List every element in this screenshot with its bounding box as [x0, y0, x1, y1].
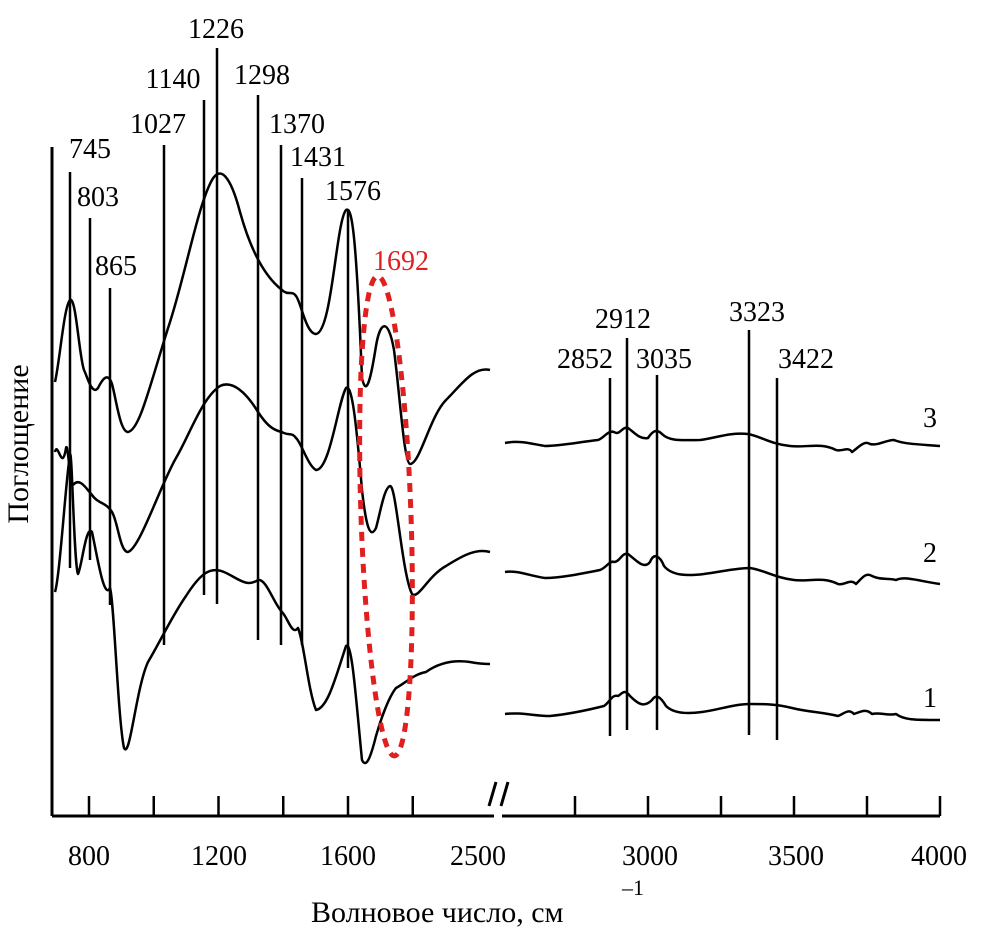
peak-label-803: 803 [77, 182, 119, 213]
spectra-right [504, 426, 941, 722]
y-axis-title: Поглощение [2, 364, 35, 523]
peak-label-2912: 2912 [595, 304, 651, 335]
peak-label-865: 865 [95, 251, 137, 282]
series-label-1: 1 [923, 683, 937, 714]
peak-label-3035: 3035 [636, 344, 692, 375]
tick-label-4000: 4000 [911, 841, 967, 872]
peak-markers [68, 48, 779, 740]
peak-label-2852: 2852 [557, 344, 613, 375]
peak-label-1576: 1576 [325, 176, 381, 207]
series-label-2: 2 [923, 538, 937, 569]
axis-break-left [487, 781, 498, 807]
tick-label-2500-left: 2500 [450, 841, 506, 872]
peak-label-3323: 3323 [729, 297, 785, 328]
axes [50, 147, 942, 818]
tick-label-800: 800 [68, 841, 110, 872]
peak-label-1226: 1226 [188, 14, 244, 45]
highlight-ellipse-1692 [357, 273, 415, 759]
axis-break-right [499, 781, 510, 807]
tick-label-1200: 1200 [191, 841, 247, 872]
tick-label-1600: 1600 [320, 841, 376, 872]
peak-label-1692: 1692 [373, 246, 429, 277]
curve-3-right [504, 426, 941, 454]
curve-2-right [504, 552, 941, 586]
curve-3-left [53, 172, 491, 466]
tick-label-3500: 3500 [768, 841, 824, 872]
curve-1-right [504, 690, 941, 722]
peak-label-745: 745 [69, 134, 111, 165]
x-axis-title-superscript: –1 [621, 875, 644, 900]
peak-label-1140: 1140 [146, 64, 201, 95]
series-label-3: 3 [923, 403, 937, 434]
x-axis-title: Волновое число, см [311, 896, 564, 929]
curve-2-left [53, 383, 491, 597]
spectra-left [53, 172, 491, 765]
peak-label-1027: 1027 [130, 109, 186, 140]
tick-label-3000: 3000 [622, 841, 678, 872]
curve-1-left [53, 453, 491, 765]
peak-label-1298: 1298 [234, 60, 290, 91]
peak-label-1431: 1431 [290, 142, 346, 173]
peak-label-3422: 3422 [778, 344, 834, 375]
x-ticks [87, 796, 942, 816]
peak-label-1370: 1370 [269, 109, 325, 140]
